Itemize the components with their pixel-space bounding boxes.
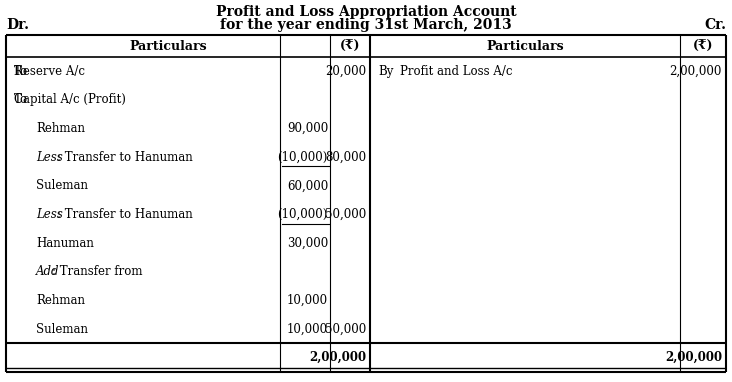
Text: (₹): (₹): [692, 39, 713, 52]
Text: 50,000: 50,000: [325, 322, 366, 335]
Text: Cr.: Cr.: [704, 18, 726, 32]
Text: Suleman: Suleman: [36, 180, 88, 193]
Text: 80,000: 80,000: [325, 151, 366, 164]
Text: Rehman: Rehman: [36, 122, 85, 135]
Text: 2,00,000: 2,00,000: [309, 351, 366, 364]
Text: Profit and Loss Appropriation Account: Profit and Loss Appropriation Account: [216, 5, 516, 19]
Text: (10,000): (10,000): [277, 151, 328, 164]
Text: 10,000: 10,000: [287, 322, 328, 335]
Text: (₹): (₹): [340, 39, 360, 52]
Text: 2,00,000: 2,00,000: [665, 351, 722, 364]
Text: Particulars: Particulars: [129, 39, 207, 52]
Text: 30,000: 30,000: [287, 236, 328, 249]
Text: Suleman: Suleman: [36, 322, 88, 335]
Text: By: By: [378, 65, 393, 78]
Text: 60,000: 60,000: [287, 180, 328, 193]
Text: 10,000: 10,000: [287, 294, 328, 307]
Text: To: To: [14, 94, 28, 107]
Text: Reserve A/c: Reserve A/c: [14, 65, 85, 78]
Text: 20,000: 20,000: [325, 65, 366, 78]
Text: Less: Less: [36, 208, 63, 221]
Text: : Transfer to Hanuman: : Transfer to Hanuman: [57, 208, 193, 221]
Text: Particulars: Particulars: [486, 39, 564, 52]
Text: 50,000: 50,000: [325, 208, 366, 221]
Text: 90,000: 90,000: [287, 122, 328, 135]
Text: : Transfer from: : Transfer from: [51, 265, 142, 278]
Text: for the year ending 31st March, 2013: for the year ending 31st March, 2013: [220, 18, 512, 32]
Text: : Transfer to Hanuman: : Transfer to Hanuman: [57, 151, 193, 164]
Text: Hanuman: Hanuman: [36, 236, 94, 249]
Text: Capital A/c (Profit): Capital A/c (Profit): [14, 94, 126, 107]
Text: Less: Less: [36, 151, 63, 164]
Text: Dr.: Dr.: [6, 18, 29, 32]
Text: Add: Add: [36, 265, 59, 278]
Text: 2,00,000: 2,00,000: [670, 65, 722, 78]
Text: To: To: [14, 65, 28, 78]
Text: (10,000): (10,000): [277, 208, 328, 221]
Text: Profit and Loss A/c: Profit and Loss A/c: [400, 65, 512, 78]
Text: Rehman: Rehman: [36, 294, 85, 307]
